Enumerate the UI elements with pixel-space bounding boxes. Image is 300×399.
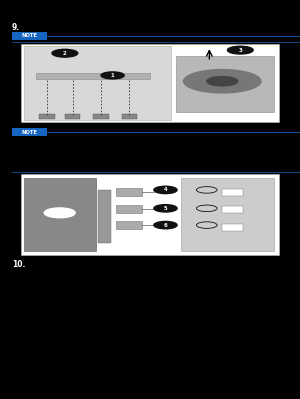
FancyBboxPatch shape (12, 128, 46, 136)
Text: 9.: 9. (12, 24, 20, 32)
FancyBboxPatch shape (21, 44, 279, 122)
FancyBboxPatch shape (12, 32, 46, 40)
Text: 10.: 10. (12, 260, 26, 269)
Text: NOTE: NOTE (21, 130, 38, 135)
FancyBboxPatch shape (21, 174, 279, 255)
Text: NOTE: NOTE (21, 34, 38, 38)
